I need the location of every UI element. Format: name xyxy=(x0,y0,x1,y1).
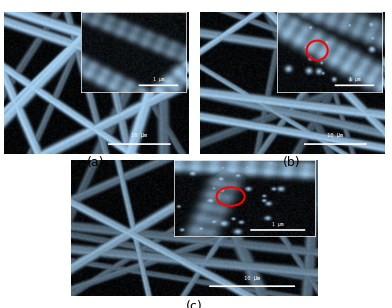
Text: (b): (b) xyxy=(283,156,301,168)
Text: 10 μm: 10 μm xyxy=(244,276,260,281)
Text: (c): (c) xyxy=(186,300,202,308)
Text: 10 μm: 10 μm xyxy=(327,133,343,138)
Text: 10 μm: 10 μm xyxy=(131,133,147,138)
Text: (a): (a) xyxy=(87,156,105,168)
